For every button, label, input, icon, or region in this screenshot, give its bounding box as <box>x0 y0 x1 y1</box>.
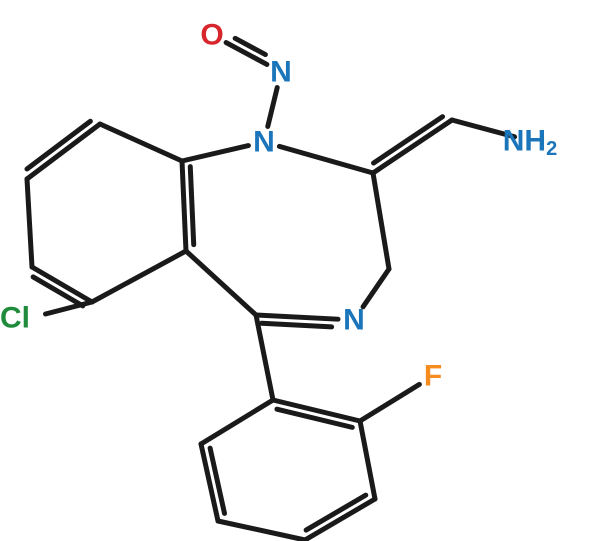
atom-label-F: F <box>424 360 442 393</box>
atom-label-Cl: Cl <box>0 302 30 335</box>
molecule-diagram: O N N NH2 N Cl F <box>0 0 600 541</box>
atom-label-NH2: NH2 <box>503 125 557 161</box>
label-layer: O N N NH2 N Cl F <box>0 19 557 393</box>
atom-label-N4: N <box>343 304 365 337</box>
atom-label-Nno: N <box>270 56 292 89</box>
atom-label-N1: N <box>253 126 275 159</box>
atom-label-O: O <box>200 19 223 52</box>
